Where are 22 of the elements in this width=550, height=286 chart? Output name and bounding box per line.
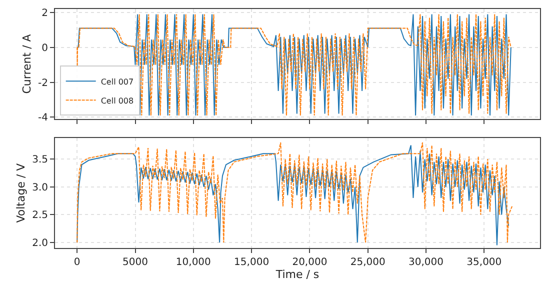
y-tick-label: -2 (38, 78, 48, 89)
line-series (76, 14, 512, 116)
x-tick-label: 15,000 (234, 257, 270, 268)
x-tick-label: 35,000 (466, 257, 502, 268)
y-tick-label: 3.0 (32, 182, 48, 194)
y-axis-title: Voltage / V (14, 162, 28, 223)
y-tick-label: 3.5 (32, 154, 48, 166)
x-tick-label: 20,000 (292, 257, 328, 268)
x-tick-label: 0 (74, 257, 80, 268)
x-axis-title: Time / s (274, 268, 320, 281)
x-tick-label: 10,000 (176, 257, 211, 268)
y-tick-label: 0 (42, 42, 48, 54)
y-tick-label: 2.5 (32, 210, 48, 222)
x-tick-label: 25,000 (350, 257, 386, 268)
y-axis-title: Current / A (20, 34, 34, 94)
x-tick-label: 5000 (122, 257, 148, 268)
y-tick-label: 2 (42, 8, 48, 19)
x-tick-label: 30,000 (408, 257, 444, 268)
y-tick-label: 2.0 (32, 238, 48, 249)
legend-label: Cell 007 (100, 77, 134, 86)
legend-label: Cell 008 (100, 96, 134, 106)
y-tick-label: -4 (38, 112, 48, 124)
